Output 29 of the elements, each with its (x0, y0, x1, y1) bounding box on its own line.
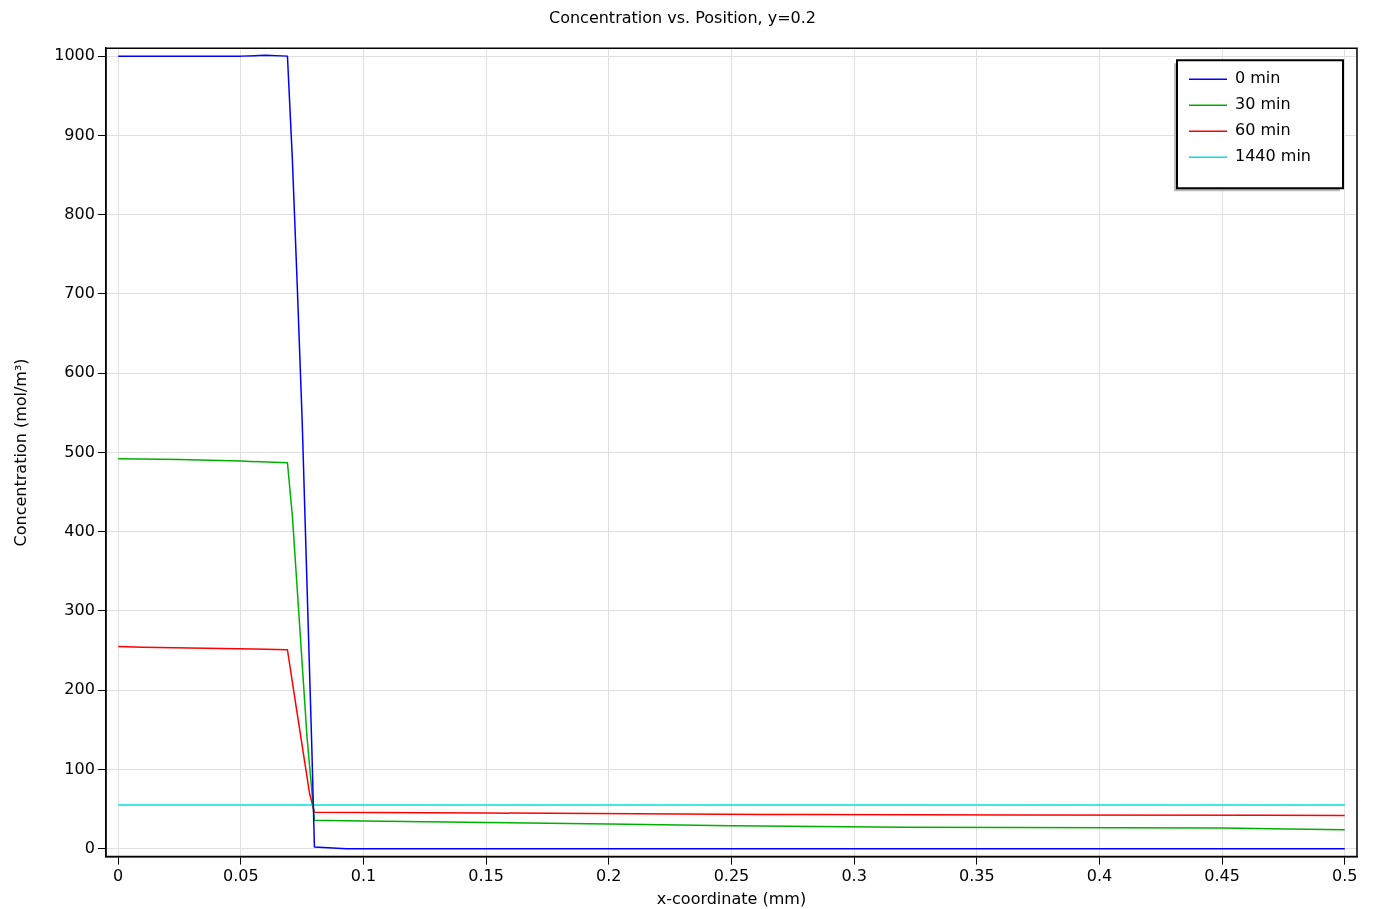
x-tick-label: 0.05 (223, 866, 259, 886)
legend-label: 30 min (1235, 94, 1291, 114)
chart-title: Concentration vs. Position, y=0.2 (548, 7, 817, 27)
x-tick-label: 0.2 (596, 866, 622, 886)
y-tick-label: 800 (64, 203, 95, 223)
x-tick-label: 0.3 (841, 866, 867, 886)
x-tick-label: 0 (113, 866, 124, 886)
y-axis-title: Concentration (mol/m³) (10, 358, 30, 547)
y-tick-label: 300 (64, 600, 95, 620)
x-tick-label: 0.35 (958, 866, 995, 886)
y-tick-label: 0 (84, 837, 95, 857)
y-tick-label: 500 (64, 441, 95, 461)
y-tick-label: 700 (64, 283, 95, 303)
x-tick-label: 0.5 (1332, 866, 1358, 886)
y-tick-label: 400 (64, 520, 95, 540)
y-tick-label: 1000 (54, 45, 95, 65)
legend-label: 60 min (1235, 120, 1291, 140)
y-tick-label: 200 (64, 679, 95, 699)
x-tick-label: 0.4 (1086, 866, 1113, 886)
y-tick-label: 100 (64, 758, 95, 778)
x-tick-label: 0.25 (713, 866, 750, 886)
y-tick-label: 600 (64, 362, 95, 382)
x-tick-label: 0.45 (1204, 866, 1240, 886)
x-axis-title: x-coordinate (mm) (656, 888, 807, 908)
y-tick-label: 900 (64, 124, 95, 144)
legend-label: 0 min (1235, 68, 1281, 88)
legend-label: 1440 min (1235, 146, 1311, 166)
x-tick-label: 0.15 (468, 866, 504, 886)
x-tick-label: 0.1 (350, 866, 377, 886)
